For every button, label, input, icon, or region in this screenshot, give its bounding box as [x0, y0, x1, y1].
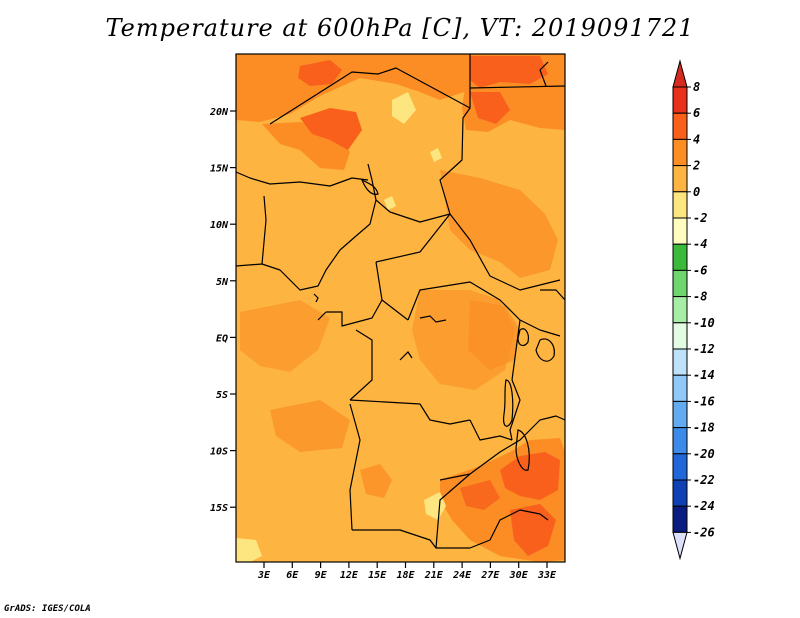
colorbar-segment — [672, 505, 688, 533]
colorbar-segment — [672, 427, 688, 455]
colorbar-label: 2 — [692, 159, 700, 173]
colorbar-label: -18 — [693, 421, 715, 435]
colorbar-label: -10 — [693, 316, 715, 330]
colorbar-label: -8 — [693, 290, 707, 304]
lat-label: 15N — [210, 164, 229, 175]
colorbar-label: 4 — [693, 132, 700, 146]
lat-label: EQ — [216, 333, 228, 344]
colorbar-segment — [672, 243, 688, 271]
lat-label: 20N — [209, 107, 229, 118]
lon-label: 18E — [396, 570, 415, 581]
cool-regions — [236, 92, 446, 562]
colorbar-label: 0 — [693, 185, 700, 199]
colorbar-segment — [672, 453, 688, 481]
colorbar-label: -14 — [693, 368, 715, 382]
lat-label: 15S — [210, 503, 228, 514]
lon-label: 21E — [424, 570, 444, 581]
colorbar-segment — [672, 400, 688, 429]
map-panel — [235, 53, 566, 563]
lon-label: 27E — [480, 570, 500, 581]
temperature-map: 20N 15N 10N 5N EQ 5S 10S 15S 3E 6E 9E 12E 15E 18E 21E… — [209, 53, 566, 581]
colorbar-segment — [672, 296, 688, 324]
colorbar-label: -20 — [693, 447, 715, 461]
colorbar-label: -24 — [693, 499, 715, 513]
map-frame — [235, 53, 566, 563]
lon-label: 15E — [368, 570, 387, 581]
colorbar-segment — [672, 86, 688, 114]
colorbar-label: 8 — [693, 80, 700, 94]
lat-label: 10S — [210, 447, 228, 458]
colorbar-segment — [672, 138, 688, 167]
chart-title: Temperature at 600hPa [C], VT: 201909172… — [105, 14, 695, 42]
colorbar-label: -4 — [693, 237, 707, 251]
longitude-axis: 3E 6E 9E 12E 15E 18E 21E 24E 27E 30E 33E — [257, 562, 557, 581]
lon-label: 9E — [315, 570, 328, 581]
colorbar: 8 6 4 2 0 -2 -4 -6 -8 -10 -12 -14 -16 -18 -20 -22 -24 -26 — [672, 59, 715, 561]
colorbar-segment — [672, 348, 688, 376]
colorbar-segment — [672, 217, 688, 245]
lon-label: 3E — [257, 570, 271, 581]
lat-label: 5N — [216, 277, 229, 288]
lon-label: 30E — [509, 570, 529, 581]
colorbar-bottom-arrow — [672, 531, 688, 561]
colorbar-segment — [672, 479, 688, 507]
warm-regions — [236, 54, 565, 562]
colorbar-top-arrow — [672, 59, 688, 88]
lon-label: 33E — [537, 570, 557, 581]
lon-label: 24E — [452, 570, 472, 581]
colorbar-segment — [672, 191, 688, 219]
colorbar-segment — [672, 165, 688, 193]
lat-label: 5S — [216, 390, 228, 401]
colorbar-label: -26 — [693, 525, 715, 539]
lake-outlines — [313, 178, 555, 471]
colorbar-label: 6 — [693, 106, 700, 120]
latitude-axis: 20N 15N 10N 5N EQ 5S 10S 15S — [209, 107, 236, 514]
lon-label: 6E — [286, 570, 299, 581]
colorbar-label: -12 — [693, 342, 715, 356]
colorbar-label: -22 — [693, 473, 715, 487]
colorbar-segment — [672, 269, 688, 298]
country-borders — [235, 54, 566, 549]
lon-label: 12E — [340, 570, 359, 581]
grads-credit: GrADS: IGES/COLA — [4, 604, 91, 614]
colorbar-label: -2 — [693, 211, 707, 225]
colorbar-segment — [672, 112, 688, 140]
colorbar-label: -6 — [693, 263, 707, 277]
colorbar-label: -16 — [693, 394, 715, 408]
colorbar-segment — [672, 374, 688, 402]
colorbar-segment — [672, 322, 688, 350]
lat-label: 10N — [210, 220, 229, 231]
